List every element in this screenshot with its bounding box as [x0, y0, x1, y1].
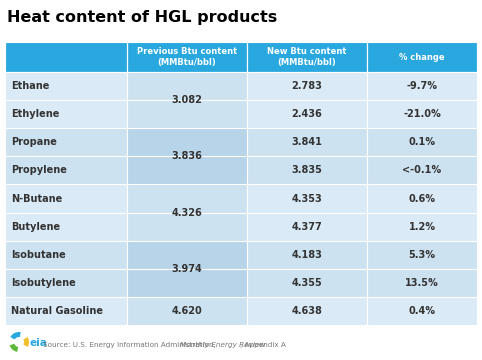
Text: 4.620: 4.620 [172, 306, 202, 316]
Text: 0.1%: 0.1% [409, 137, 436, 147]
Bar [127, 42, 247, 72]
Bar [367, 128, 477, 184]
Bar [5, 241, 127, 297]
Text: Isobutane: Isobutane [11, 250, 66, 260]
Bar [247, 241, 367, 297]
Bar [247, 297, 367, 325]
Text: 4.183: 4.183 [292, 250, 322, 260]
Text: Natural Gasoline: Natural Gasoline [11, 306, 103, 316]
Text: 4.355: 4.355 [292, 278, 322, 288]
Bar [247, 184, 367, 241]
Bar [247, 72, 367, 128]
Text: 3.082: 3.082 [172, 95, 202, 105]
Text: N-Butane: N-Butane [11, 194, 62, 203]
Wedge shape [10, 332, 21, 339]
Bar [5, 42, 127, 72]
Text: % change: % change [399, 53, 445, 62]
Text: New Btu content
(MMBtu/bbl): New Btu content (MMBtu/bbl) [267, 47, 347, 67]
Text: 3.841: 3.841 [292, 137, 322, 147]
Bar [127, 241, 247, 297]
Bar [127, 184, 247, 241]
Bar [247, 128, 367, 184]
Bar [367, 184, 477, 241]
Text: 2.783: 2.783 [292, 81, 322, 91]
Text: 4.377: 4.377 [292, 222, 322, 231]
Bar [127, 297, 247, 325]
Text: 4.353: 4.353 [292, 194, 322, 203]
Text: , Appendix A: , Appendix A [240, 342, 285, 348]
Bar [367, 72, 477, 128]
Bar [367, 297, 477, 325]
Text: Butylene: Butylene [11, 222, 60, 231]
Text: Isobutylene: Isobutylene [11, 278, 76, 288]
Text: <-0.1%: <-0.1% [402, 165, 442, 175]
Text: 4.638: 4.638 [292, 306, 322, 316]
Text: 13.5%: 13.5% [405, 278, 439, 288]
Text: 1.2%: 1.2% [409, 222, 436, 231]
Bar [5, 72, 127, 128]
Text: Previous Btu content
(MMBtu/bbl): Previous Btu content (MMBtu/bbl) [137, 47, 237, 67]
Text: 5.3%: 5.3% [409, 250, 436, 260]
Text: -9.7%: -9.7% [406, 81, 438, 91]
Bar [5, 297, 127, 325]
Wedge shape [10, 344, 18, 352]
Text: 0.4%: 0.4% [409, 306, 436, 316]
Text: 3.835: 3.835 [292, 165, 322, 175]
Bar [5, 128, 127, 184]
Text: Propane: Propane [11, 137, 57, 147]
Text: Ethane: Ethane [11, 81, 49, 91]
Bar [127, 72, 247, 128]
Bar [247, 42, 367, 72]
Text: eia: eia [30, 338, 48, 348]
Bar [367, 241, 477, 297]
Text: Heat content of HGL products: Heat content of HGL products [7, 10, 277, 25]
Text: Monthly Energy Review: Monthly Energy Review [180, 342, 265, 348]
Bar [367, 42, 477, 72]
Text: 3.836: 3.836 [172, 151, 202, 161]
Text: 3.974: 3.974 [172, 264, 202, 274]
Text: 4.326: 4.326 [172, 208, 202, 217]
Text: -21.0%: -21.0% [403, 109, 441, 119]
Bar [5, 184, 127, 241]
Bar [127, 128, 247, 184]
Text: Ethylene: Ethylene [11, 109, 59, 119]
Text: 0.6%: 0.6% [409, 194, 436, 203]
Text: Propylene: Propylene [11, 165, 67, 175]
Wedge shape [23, 337, 29, 347]
Text: Source: U.S. Energy Information Administration,: Source: U.S. Energy Information Administ… [43, 342, 218, 348]
Text: 2.436: 2.436 [292, 109, 322, 119]
